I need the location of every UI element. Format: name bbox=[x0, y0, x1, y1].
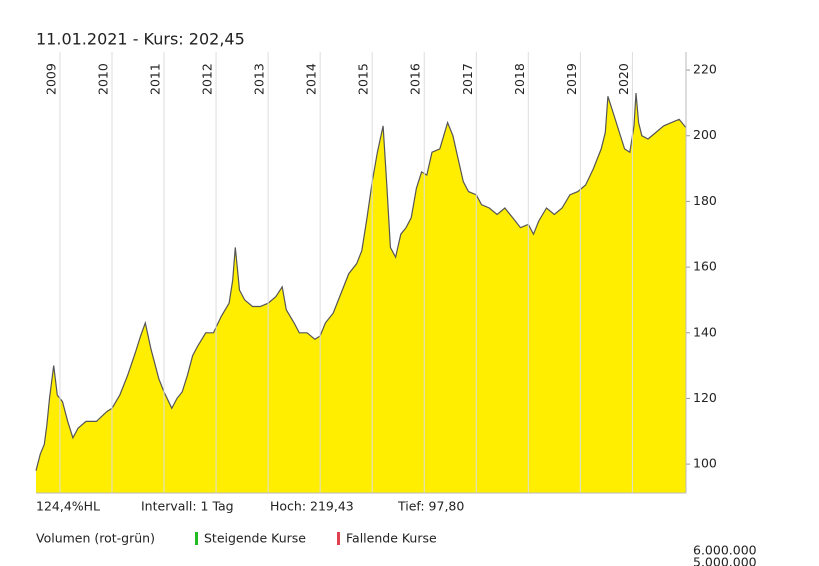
plot bbox=[35, 92, 687, 493]
x-tick-label: 2011 bbox=[148, 63, 163, 95]
x-tick-label: 2012 bbox=[200, 63, 215, 95]
volume-tick-label: 5.000.000 bbox=[693, 555, 757, 566]
price-line bbox=[35, 92, 687, 471]
chart-title: 11.01.2021 - Kurs: 202,45 bbox=[36, 30, 245, 49]
x-tick-label: 2019 bbox=[564, 63, 579, 95]
range-stat: 124,4%HL bbox=[36, 499, 100, 514]
x-tick-label: 2013 bbox=[252, 63, 267, 95]
high-stat: Hoch: 219,43 bbox=[270, 499, 354, 514]
x-tick-label: 2010 bbox=[95, 63, 110, 95]
x-tick-label: 2020 bbox=[616, 63, 631, 95]
x-tick-label: 2015 bbox=[356, 63, 371, 95]
y-tick-label: 180 bbox=[693, 193, 717, 208]
x-tick-label: 2009 bbox=[43, 63, 58, 95]
legend-label: Steigende Kurse bbox=[204, 531, 306, 546]
legend-label: Fallende Kurse bbox=[346, 531, 437, 546]
legend-swatch bbox=[337, 532, 340, 545]
x-tick-label: 2018 bbox=[512, 63, 527, 95]
volume-title: Volumen (rot-grün) bbox=[36, 531, 155, 546]
volume-tick-label: 6.000.000 bbox=[693, 543, 757, 558]
low-stat: Tief: 97,80 bbox=[397, 499, 464, 514]
x-tick-label: 2017 bbox=[460, 63, 475, 95]
interval-stat: Intervall: 1 Tag bbox=[141, 499, 234, 514]
x-tick-label: 2016 bbox=[408, 63, 423, 95]
y-tick-label: 100 bbox=[693, 456, 717, 471]
y-tick-label: 200 bbox=[693, 127, 717, 142]
y-tick-label: 120 bbox=[693, 390, 717, 405]
legend-swatch bbox=[195, 532, 198, 545]
y-tick-label: 140 bbox=[693, 324, 717, 339]
x-tick-label: 2014 bbox=[304, 63, 319, 95]
y-tick-label: 160 bbox=[693, 259, 717, 274]
price-area bbox=[36, 93, 686, 493]
y-tick-label: 220 bbox=[693, 62, 717, 77]
